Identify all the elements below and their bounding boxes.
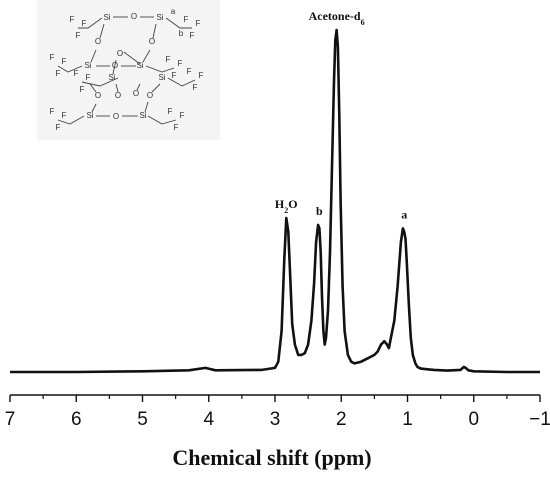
trifluoropropyl-chain: [57, 65, 83, 73]
oxygen-atom: O: [112, 61, 118, 70]
structure-bond: [89, 83, 97, 93]
fluorine-atom: F: [166, 55, 171, 64]
oxygen-atom: O: [117, 49, 123, 58]
structure-bond: [112, 59, 117, 75]
structure-bond: [136, 83, 141, 91]
oxygen-atom: O: [113, 112, 119, 121]
fluorine-atom: F: [178, 59, 183, 68]
structure-bond: [90, 49, 97, 63]
structure-inset-background: [37, 0, 220, 140]
oxygen-atom: O: [149, 37, 155, 46]
x-tick-label: 6: [71, 409, 82, 430]
silicon-atom: Si: [158, 73, 165, 82]
oxygen-atom: O: [95, 91, 101, 100]
trifluoropropyl-chain: [145, 65, 175, 73]
peak-labels: H2O b Acetone-d6 a: [275, 9, 407, 221]
structure-bond: [99, 23, 105, 39]
spectrum-series-line: [10, 28, 540, 374]
x-tick-label: 0: [468, 409, 479, 430]
silicon-atom: Si: [136, 61, 143, 70]
trifluoropropyl-chain: [81, 77, 119, 87]
silicon-atom: Si: [139, 111, 146, 120]
fluorine-atom: F: [62, 57, 67, 66]
x-axis-title: Chemical shift (ppm): [172, 445, 371, 470]
fluorine-atom: F: [196, 19, 201, 28]
structure-bonds: [57, 16, 196, 125]
structure-bond: [151, 83, 161, 93]
silicon-atom: Si: [108, 73, 115, 82]
x-tick-label: 7: [5, 409, 16, 430]
fluorine-atom: F: [184, 15, 189, 24]
oxygen-atom: O: [133, 89, 139, 98]
structure-bond: [91, 103, 97, 113]
fluorine-atom: F: [86, 73, 91, 82]
structure-bond: [115, 83, 119, 93]
fluorine-atom: F: [50, 53, 55, 62]
silicon-atom: Si: [86, 111, 93, 120]
structure-bond: [152, 23, 157, 39]
silicon-atom: Si: [103, 13, 110, 22]
fluorine-atom: F: [74, 69, 79, 78]
fluorine-atom: F: [70, 15, 75, 24]
fluorine-atom: F: [80, 85, 85, 94]
structure-label-b: b: [179, 29, 184, 38]
structure-bond: [123, 51, 141, 65]
peak-label: a: [401, 207, 407, 221]
x-tick-label: 2: [336, 409, 347, 430]
oxygen-atom: O: [147, 91, 153, 100]
x-axis-tick-labels: 7 6 5 4 3 2 1 0 −1: [5, 409, 550, 430]
trifluoropropyl-chain: [167, 77, 196, 87]
x-axis-ticks: [9, 395, 541, 402]
fluorine-atom: F: [168, 107, 173, 116]
silicon-atom: Si: [156, 13, 163, 22]
trifluoropropyl-chain: [165, 17, 192, 29]
fluorine-atom: F: [190, 31, 195, 40]
structure-bond: [142, 49, 151, 63]
x-tick-label: 5: [137, 409, 148, 430]
structure-bond: [144, 101, 149, 113]
fluorine-atom: F: [180, 111, 185, 120]
trifluoropropyl-chain: [78, 17, 103, 29]
silicon-atom: Si: [84, 61, 91, 70]
x-tick-label: −1: [529, 409, 550, 430]
fluorine-atom: F: [199, 71, 204, 80]
structure-label-a: a: [171, 7, 176, 16]
fluorine-atom: F: [62, 111, 67, 120]
trifluoropropyl-chain: [147, 115, 177, 125]
oxygen-atom: O: [115, 91, 121, 100]
trifluoropropyl-chain: [57, 115, 85, 125]
fluorine-atom: F: [56, 69, 61, 78]
fluorine-atom: F: [82, 19, 87, 28]
fluorine-atom: F: [172, 71, 177, 80]
peak-label: Acetone-d6: [309, 9, 365, 27]
x-tick-label: 1: [402, 409, 413, 430]
peak-label: H2O: [275, 197, 298, 215]
fluorine-atom: F: [174, 123, 179, 132]
fluorine-atom: F: [56, 123, 61, 132]
fluorine-atom: F: [76, 31, 81, 40]
oxygen-atom: O: [131, 12, 137, 21]
fluorine-atom: F: [50, 107, 55, 116]
oxygen-atom: O: [95, 37, 101, 46]
peak-label: b: [316, 204, 323, 218]
fluorine-atom: F: [187, 67, 192, 76]
x-tick-label: 4: [203, 409, 214, 430]
x-tick-label: 3: [270, 409, 281, 430]
fluorine-atom: F: [193, 83, 198, 92]
